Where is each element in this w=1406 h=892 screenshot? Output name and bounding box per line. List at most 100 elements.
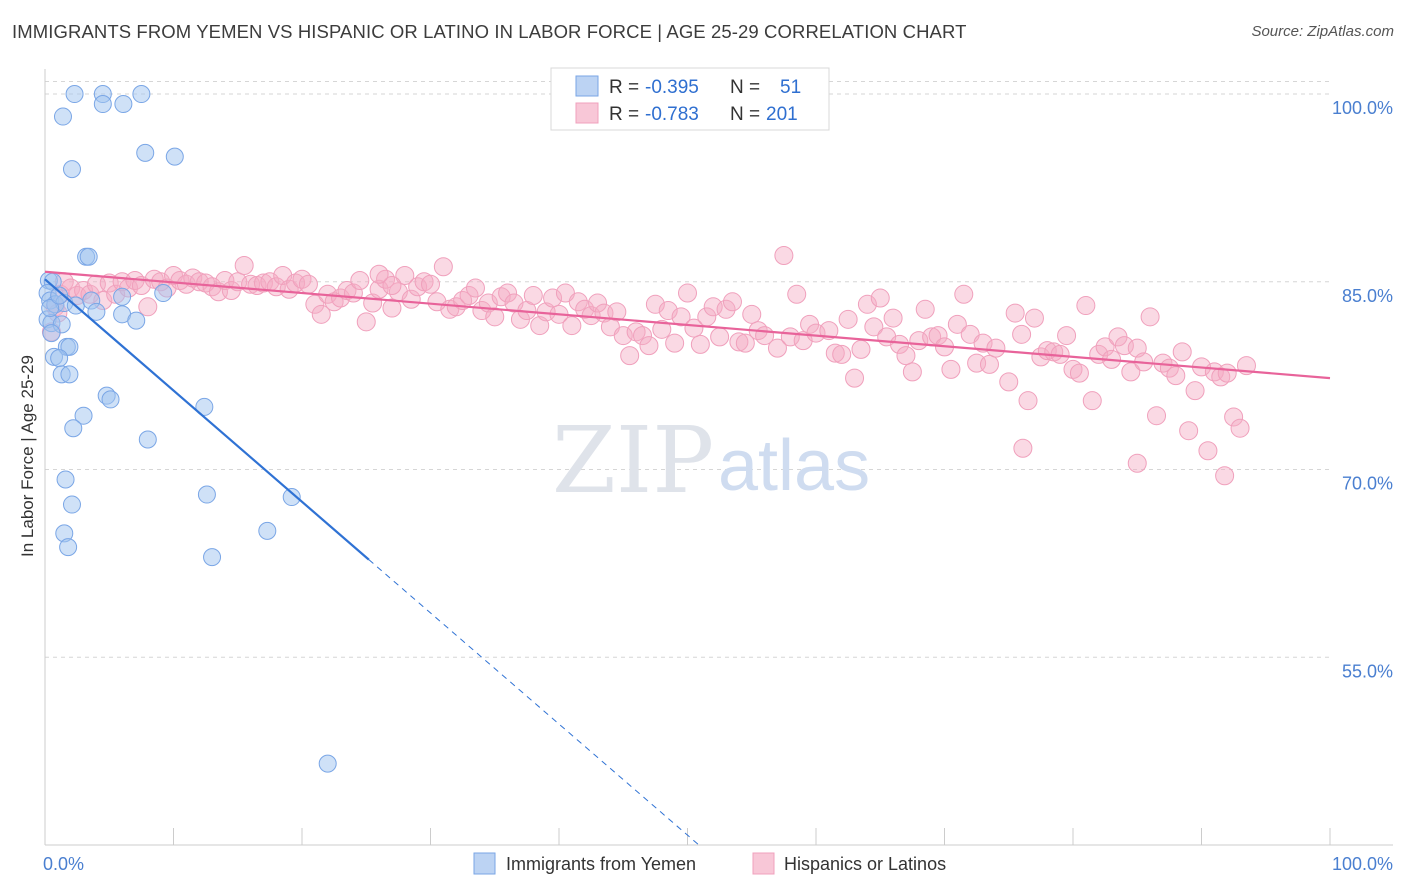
point-hispanic (356, 312, 376, 332)
legend-swatch-yemen (473, 852, 496, 875)
point-hispanic (183, 268, 203, 288)
point-hispanic (767, 338, 787, 358)
point-hispanic (234, 256, 254, 276)
point-hispanic (1230, 418, 1250, 438)
point-hispanic (1069, 363, 1089, 383)
point-hispanic (954, 284, 974, 304)
point-yemen (318, 754, 337, 773)
point-hispanic (716, 299, 736, 319)
point-hispanic (395, 266, 415, 286)
point-yemen (62, 160, 81, 179)
axes (44, 69, 1393, 846)
point-hispanic (523, 286, 543, 306)
point-hispanic (607, 302, 627, 322)
y-tick-label: 70.0% (1342, 474, 1393, 494)
point-hispanic (979, 354, 999, 374)
point-hispanic (253, 273, 273, 293)
point-yemen (79, 247, 98, 266)
stats-n-value-yemen: 51 (780, 77, 801, 98)
point-hispanic (1140, 307, 1160, 327)
y-tick-labels: 55.0% 70.0% 85.0% 100.0% (1332, 98, 1393, 681)
point-yemen (87, 302, 106, 321)
point-hispanic (298, 274, 318, 294)
point-hispanic (832, 344, 852, 364)
point-hispanic (613, 326, 633, 346)
x-tick-label: 0.0% (43, 854, 84, 874)
watermark-atlas: atlas (718, 426, 870, 506)
point-hispanic (382, 298, 402, 318)
legend-swatch-hisp (752, 852, 775, 875)
point-hispanic (633, 326, 653, 346)
point-hispanic (1005, 303, 1025, 323)
point-hispanic (1057, 326, 1077, 346)
watermark: ZIP atlas (552, 407, 870, 514)
legend-label-hisp: Hispanics or Latinos (784, 854, 946, 874)
trend-line-hispanic (44, 270, 1331, 380)
point-yemen (113, 287, 132, 306)
point-yemen (258, 521, 277, 540)
point-hispanic (1147, 406, 1167, 426)
point-yemen (195, 397, 214, 416)
point-hispanic (369, 279, 389, 299)
stats-swatch-hisp (575, 102, 599, 124)
point-hispanic (305, 294, 325, 314)
point-hispanic (1198, 441, 1218, 461)
point-hispanic (986, 338, 1006, 358)
point-hispanic (1024, 308, 1044, 328)
point-hispanic (620, 346, 640, 366)
point-yemen (197, 485, 216, 504)
stats-r-value-hisp: -0.783 (645, 104, 699, 125)
point-hispanic (729, 332, 749, 352)
x-tick-labels: 0.0% 100.0% (43, 854, 1393, 874)
legend-label-yemen: Immigrants from Yemen (506, 854, 696, 874)
point-hispanic (742, 304, 762, 324)
source-note: Source: ZipAtlas.com (1251, 23, 1394, 40)
point-yemen (154, 284, 173, 303)
point-yemen (60, 365, 79, 384)
point-yemen (41, 299, 60, 318)
point-hispanic (870, 288, 890, 308)
point-hispanic (825, 343, 845, 363)
point-hispanic (1215, 466, 1235, 486)
point-hispanic (1018, 391, 1038, 411)
y-axis-label: In Labor Force | Age 25-29 (18, 355, 37, 557)
point-yemen (50, 349, 69, 368)
point-hispanic (915, 299, 935, 319)
point-hispanic (941, 359, 961, 379)
point-yemen (165, 147, 184, 166)
point-hispanic (652, 319, 672, 339)
y-tick-label: 85.0% (1342, 286, 1393, 306)
stats-n-value-hisp: 201 (766, 104, 798, 125)
point-hispanic (690, 334, 710, 354)
stats-r-label-yemen: R = (609, 77, 639, 98)
point-yemen (65, 85, 84, 104)
point-yemen (127, 311, 146, 330)
point-hispanic (678, 283, 697, 303)
y-tick-label: 55.0% (1342, 661, 1393, 681)
point-hispanic (1013, 438, 1033, 458)
point-hispanic (671, 307, 691, 327)
point-yemen (282, 488, 301, 507)
stats-swatch-yemen (575, 75, 599, 97)
point-hispanic (433, 257, 453, 277)
point-hispanic (1063, 359, 1083, 379)
series-yemen-points (38, 85, 337, 773)
stats-n-label-hisp: N = (730, 104, 760, 125)
point-yemen (138, 430, 157, 449)
point-hispanic (498, 283, 518, 303)
point-hispanic (1217, 363, 1237, 383)
point-hispanic (973, 333, 993, 353)
point-yemen (132, 85, 151, 104)
point-hispanic (1082, 391, 1102, 411)
point-hispanic (459, 286, 479, 306)
point-hispanic (543, 288, 563, 308)
point-yemen (101, 390, 120, 409)
point-hispanic (485, 307, 505, 327)
point-hispanic (928, 326, 948, 346)
stats-n-label-yemen: N = (730, 77, 760, 98)
point-hispanic (626, 322, 646, 342)
point-hispanic (1095, 337, 1115, 357)
point-hispanic (465, 278, 485, 298)
point-hispanic (883, 308, 903, 328)
watermark-zip: ZIP (552, 407, 714, 514)
